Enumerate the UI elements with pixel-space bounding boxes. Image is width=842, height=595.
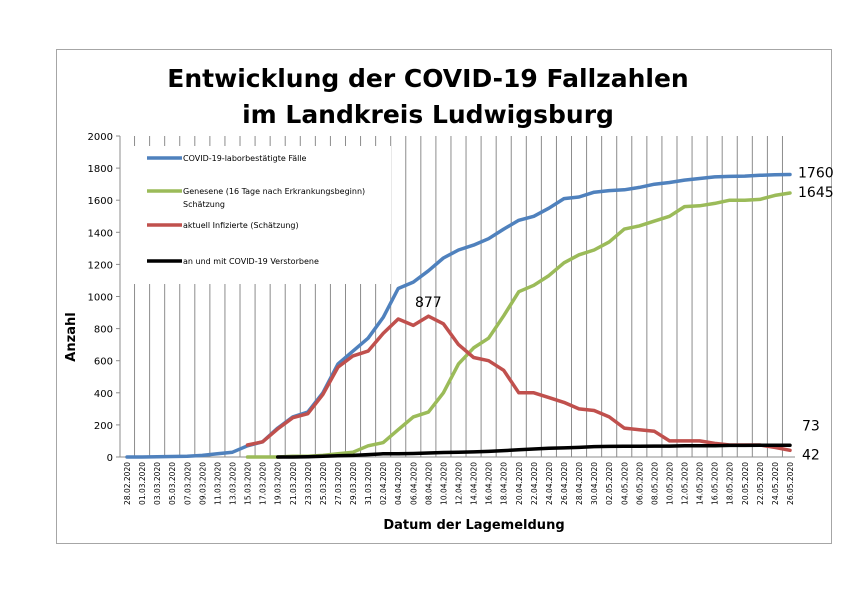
x-tick-label: 02.04.2020: [379, 462, 388, 505]
data-label-877: 877: [415, 295, 442, 311]
x-axis-label: Datum der Lagemeldung: [383, 518, 564, 533]
x-tick-label: 04.05.2020: [620, 462, 629, 505]
annotations: 877 1760 1645 73 42: [415, 166, 834, 464]
x-tick-label: 24.04.2020: [545, 462, 554, 505]
x-tick-label: 23.03.2020: [304, 462, 313, 505]
series-line-0: [125, 172, 792, 459]
x-tick-label: 24.05.2020: [771, 462, 780, 505]
x-tick-label: 18.04.2020: [500, 462, 509, 505]
x-tick-label: 17.03.2020: [259, 462, 268, 505]
y-axis-label: Anzahl: [64, 312, 79, 361]
series-lines: [125, 172, 792, 459]
y-tick-label: 1200: [88, 260, 113, 271]
data-label-73: 73: [802, 418, 820, 434]
data-label-1645: 1645: [798, 185, 834, 201]
x-tick-label: 15.03.2020: [244, 462, 253, 505]
x-tick-label: 06.05.2020: [635, 462, 644, 505]
x-tick-label: 10.04.2020: [439, 462, 448, 505]
x-tick-label: 07.03.2020: [183, 462, 192, 505]
x-tick-label: 14.04.2020: [470, 462, 479, 505]
data-label-42: 42: [802, 447, 820, 463]
x-tick-label: 22.05.2020: [756, 462, 765, 505]
x-tick-label: 11.03.2020: [213, 462, 222, 505]
x-tick-label: 19.03.2020: [274, 462, 283, 505]
chart-title-line-1: Entwicklung der COVID-19 Fallzahlen: [167, 64, 688, 93]
x-tick-label: 06.04.2020: [409, 462, 418, 505]
x-tick-label: 20.05.2020: [741, 462, 750, 505]
series-line-1: [245, 191, 792, 459]
legend-label-2: aktuell Infizierte (Schätzung): [183, 221, 299, 230]
chart-title-line-2: im Landkreis Ludwigsburg: [242, 100, 614, 129]
x-tick-label: 13.03.2020: [228, 462, 237, 505]
legend-label-0: COVID-19-laborbestätigte Fälle: [183, 154, 307, 163]
x-tick-label: 29.03.2020: [349, 462, 358, 505]
x-tick-label: 22.04.2020: [530, 462, 539, 505]
y-tick-label: 2000: [88, 132, 113, 143]
y-tick-label: 600: [94, 357, 113, 368]
x-tick-label: 30.04.2020: [590, 462, 599, 505]
legend-label-1: Genesene (16 Tage nach Erkrankungsbeginn…: [183, 187, 365, 209]
legend-label-3: an und mit COVID-19 Verstorbene: [183, 257, 319, 266]
y-axis: 0 200 400 600 800 1000 1200 1400 1600 1800 2000: [88, 132, 121, 464]
x-tick-label: 04.04.2020: [394, 462, 403, 505]
y-tick-label: 0: [107, 453, 113, 464]
y-tick-label: 200: [94, 421, 113, 432]
x-tick-label: 16.04.2020: [485, 462, 494, 505]
x-tick-label: 08.05.2020: [650, 462, 659, 505]
x-tick-label: 16.05.2020: [711, 462, 720, 505]
x-tick-label: 28.02.2020: [123, 462, 132, 505]
y-tick-label: 400: [94, 389, 113, 400]
x-tick-label: 01.03.2020: [138, 462, 147, 505]
x-tick-label: 14.05.2020: [696, 462, 705, 505]
x-tick-label: 21.03.2020: [289, 462, 298, 505]
chart-frame: [56, 49, 832, 544]
x-tick-label: 31.03.2020: [364, 462, 373, 505]
x-tick-label: 12.04.2020: [455, 462, 464, 505]
x-tick-label: 25.03.2020: [319, 462, 328, 505]
series-line-3: [275, 443, 792, 459]
x-tick-label: 26.04.2020: [560, 462, 569, 505]
x-tick-label: 05.03.2020: [168, 462, 177, 505]
x-axis: 28.02.2020 01.03.2020 03.03.2020 05.03.2020…: [120, 456, 795, 505]
y-tick-label: 800: [94, 325, 113, 336]
y-tick-label: 1600: [88, 196, 113, 207]
x-tick-label: 27.03.2020: [334, 462, 343, 505]
x-tick-label: 09.03.2020: [198, 462, 207, 505]
x-tick-label: 28.04.2020: [575, 462, 584, 505]
y-tick-label: 1800: [88, 164, 113, 175]
x-tick-label: 20.04.2020: [515, 462, 524, 505]
x-tick-label: 12.05.2020: [681, 462, 690, 505]
x-tick-label: 26.05.2020: [786, 462, 795, 505]
y-tick-label: 1000: [88, 293, 113, 304]
x-tick-label: 03.03.2020: [153, 462, 162, 505]
data-label-1760: 1760: [798, 166, 834, 182]
x-tick-label: 02.05.2020: [605, 462, 614, 505]
series-line-2: [245, 314, 792, 453]
x-tick-label: 08.04.2020: [424, 462, 433, 505]
x-tick-label: 18.05.2020: [726, 462, 735, 505]
legend-entries: COVID-19-laborbestätigte Fälle Genesene (…: [147, 154, 365, 266]
x-tick-label: 10.05.2020: [665, 462, 674, 505]
y-tick-label: 1400: [88, 228, 113, 239]
